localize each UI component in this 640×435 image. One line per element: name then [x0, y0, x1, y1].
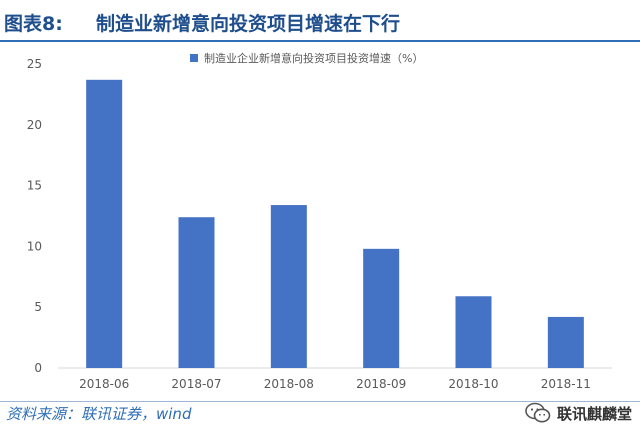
brand-name: 联讯麒麟堂	[556, 404, 632, 423]
figure-header: 图表8: 制造业新增意向投资项目增速在下行	[0, 0, 640, 46]
bar	[178, 217, 215, 368]
source-note: 资料来源：联讯证券，wind	[6, 405, 192, 423]
figure-title: 制造业新增意向投资项目增速在下行	[96, 13, 401, 35]
figure-number: 图表8:	[4, 13, 63, 35]
header-divider	[0, 40, 640, 42]
y-tick-label: 20	[27, 118, 42, 132]
x-tick-label: 2018-08	[264, 377, 314, 391]
y-tick-label: 0	[34, 361, 42, 375]
y-tick-label: 25	[27, 57, 42, 71]
x-tick-label: 2018-10	[448, 377, 498, 391]
x-tick-label: 2018-09	[356, 377, 406, 391]
legend-label: 制造业企业新增意向投资项目投资增速（%）	[204, 51, 423, 65]
y-tick-label: 5	[34, 300, 42, 314]
y-tick-label: 15	[27, 179, 42, 193]
bar	[455, 296, 492, 368]
bar	[363, 248, 400, 368]
legend-swatch	[190, 54, 198, 62]
wechat-icon	[525, 402, 551, 423]
x-tick-label: 2018-07	[171, 377, 221, 391]
bar	[547, 316, 584, 368]
bar	[270, 205, 307, 368]
x-tick-label: 2018-11	[541, 377, 591, 391]
bar-chart: 0 5 10 15 20 25 2018-06 2018-07 2018-08 2018-09 20…	[27, 51, 612, 391]
footer-divider	[0, 401, 640, 402]
x-tick-label: 2018-06	[79, 377, 129, 391]
y-tick-label: 10	[27, 239, 42, 253]
brand-watermark: 联讯麒麟堂	[525, 399, 632, 427]
bar	[86, 79, 123, 369]
